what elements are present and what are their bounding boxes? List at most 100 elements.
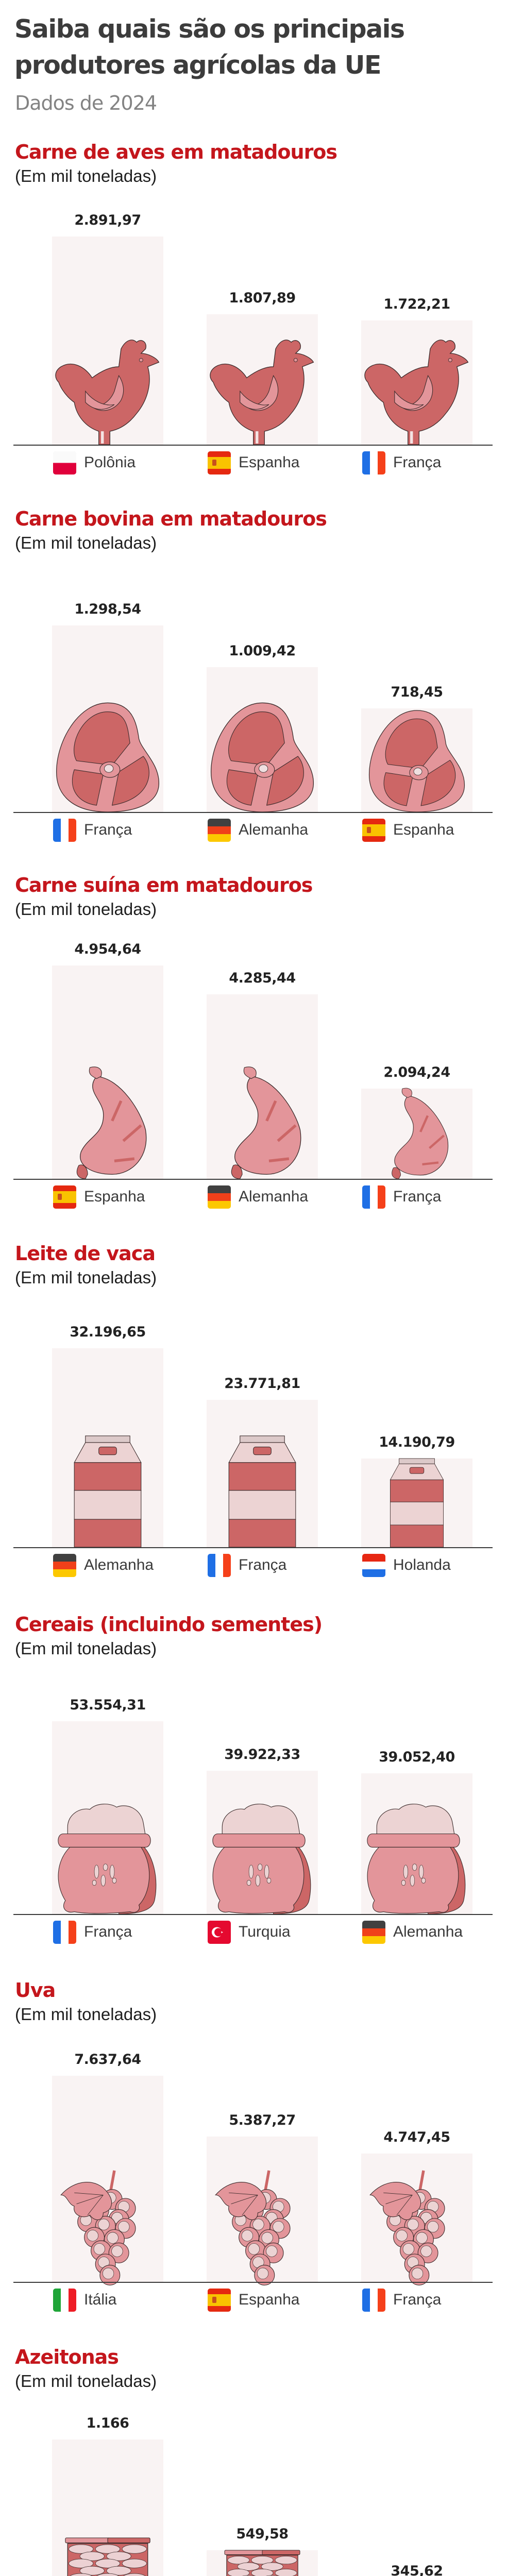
value-label: 1.807,89 xyxy=(229,290,296,306)
grapes-icon xyxy=(60,2170,136,2286)
olive-jar-icon xyxy=(65,2537,150,2576)
country-label: França xyxy=(53,1920,132,1944)
bar-item: 1.722,21 França xyxy=(361,140,472,476)
value-label: 2.094,24 xyxy=(383,1064,450,1080)
bar-item: 1.807,89 Espanha xyxy=(207,140,318,476)
value-label: 7.637,64 xyxy=(74,2052,141,2067)
bar-item: 345,62 Grécia xyxy=(361,2345,472,2576)
country-label: França xyxy=(362,2288,441,2312)
bar-item: 23.771,81 França xyxy=(207,1242,318,1578)
sausage-icon xyxy=(392,1088,449,1179)
country-label: França xyxy=(362,451,441,474)
country-name: Alemanha xyxy=(84,1556,154,1573)
flag-spain-icon xyxy=(208,2288,231,2312)
country-label: França xyxy=(53,818,132,842)
flag-italy-icon xyxy=(53,2288,76,2312)
sausage-icon xyxy=(231,1066,301,1179)
bar-background xyxy=(207,667,318,812)
rooster-icon xyxy=(210,340,314,445)
grapes-icon xyxy=(369,2170,445,2286)
bar-item: 7.637,64 Itália xyxy=(52,1978,163,2313)
country-label: França xyxy=(208,1553,286,1577)
bar-item: 718,45 Espanha xyxy=(361,507,472,843)
flag-germany-icon xyxy=(362,1920,385,1944)
page-title: Saiba quais são os principais produtores… xyxy=(14,14,405,80)
bar-item: 53.554,31 França xyxy=(52,1613,163,1945)
sausage-icon xyxy=(76,1066,147,1179)
section-heading: Carne suína em matadouros xyxy=(15,874,313,896)
flag-france-icon xyxy=(53,818,76,842)
steak-icon xyxy=(56,702,160,812)
bar-background xyxy=(207,1400,318,1548)
country-name: Alemanha xyxy=(393,1923,463,1940)
flag-france-icon xyxy=(53,1920,76,1944)
section-0: Carne de aves em matadouros (Em mil tone… xyxy=(0,140,507,481)
bar-item: 4.954,64 Espanha xyxy=(52,873,163,1210)
section-heading: Azeitonas xyxy=(15,2346,119,2368)
country-label: Holanda xyxy=(362,1553,451,1577)
country-name: Espanha xyxy=(239,2291,300,2308)
country-name: Holanda xyxy=(393,1556,451,1573)
baseline-axis xyxy=(13,812,493,813)
flag-turkey-icon xyxy=(208,1920,231,1944)
value-label: 1.009,42 xyxy=(229,643,296,659)
bar-background xyxy=(361,708,472,812)
country-label: Alemanha xyxy=(362,1920,463,1944)
bar-background xyxy=(207,314,318,445)
rooster-icon xyxy=(364,340,469,445)
country-name: Espanha xyxy=(239,454,300,471)
country-name: França xyxy=(393,1188,442,1205)
value-label: 1.166 xyxy=(86,2415,129,2431)
country-label: Espanha xyxy=(208,451,299,474)
value-label: 2.891,97 xyxy=(74,212,141,228)
bar-background xyxy=(207,994,318,1179)
value-label: 4.747,45 xyxy=(383,2129,450,2145)
value-label: 1.298,54 xyxy=(74,601,141,617)
country-label: Polônia xyxy=(53,451,136,474)
bar-item: 4.285,44 Alemanha xyxy=(207,873,318,1210)
milk-carton-icon xyxy=(390,1458,444,1548)
bar-background xyxy=(207,2550,318,2576)
section-heading: Uva xyxy=(15,1979,56,2002)
bar-item: 549,58 Espanha xyxy=(207,2345,318,2576)
unit-label: (Em mil toneladas) xyxy=(15,900,157,919)
value-label: 14.190,79 xyxy=(379,1434,455,1450)
bar-item: 2.891,97 Polônia xyxy=(52,140,163,476)
bar-background xyxy=(52,2076,163,2286)
bar-background xyxy=(207,1771,318,1914)
data-year-subtitle: Dados de 2024 xyxy=(15,92,157,114)
bar-item: 1.166 Turquia xyxy=(52,2345,163,2576)
baseline-axis xyxy=(13,1179,493,1180)
baseline-axis xyxy=(13,1914,493,1915)
country-name: Turquia xyxy=(239,1923,291,1940)
flag-netherlands-icon xyxy=(362,1553,385,1577)
country-name: Espanha xyxy=(393,821,454,838)
bar-background xyxy=(361,320,472,445)
baseline-axis xyxy=(13,445,493,446)
bar-item: 5.387,27 Espanha xyxy=(207,1978,318,2313)
section-4: Cereais (incluindo sementes) (Em mil ton… xyxy=(0,1613,507,1950)
value-label: 53.554,31 xyxy=(70,1697,146,1713)
milk-carton-icon xyxy=(228,1435,296,1548)
country-name: França xyxy=(393,2291,442,2308)
value-label: 39.052,40 xyxy=(379,1749,455,1765)
value-label: 345,62 xyxy=(391,2563,443,2576)
unit-label: (Em mil toneladas) xyxy=(15,1639,157,1658)
milk-carton-icon xyxy=(74,1435,142,1548)
rooster-icon xyxy=(55,340,160,445)
section-5: Uva (Em mil toneladas) 7.637,64 Itália 5… xyxy=(0,1978,507,2318)
country-label: Alemanha xyxy=(53,1553,154,1577)
bar-item: 1.009,42 Alemanha xyxy=(207,507,318,843)
grain-sack-icon xyxy=(367,1804,466,1914)
flag-spain-icon xyxy=(208,451,231,474)
country-name: França xyxy=(84,821,132,838)
flag-france-icon xyxy=(362,1185,385,1209)
bar-background xyxy=(361,1088,472,1179)
country-label: Espanha xyxy=(208,2288,299,2312)
country-name: França xyxy=(239,1556,287,1573)
flag-germany-icon xyxy=(53,1553,76,1577)
country-name: França xyxy=(84,1923,132,1940)
bar-item: 32.196,65 Alemanha xyxy=(52,1242,163,1578)
country-name: Polônia xyxy=(84,454,136,471)
country-label: Espanha xyxy=(362,818,454,842)
